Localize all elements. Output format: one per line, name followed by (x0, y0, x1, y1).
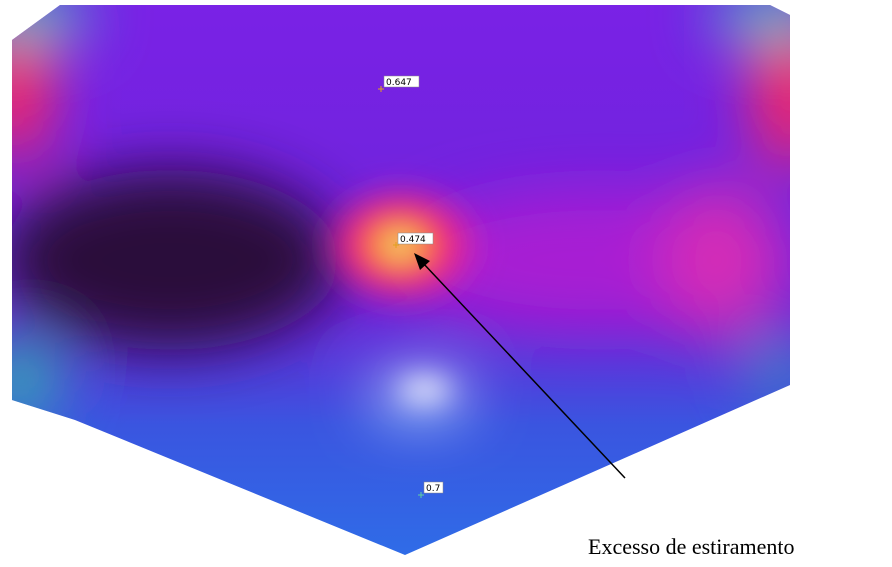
annotation: Excesso de estiramento (588, 534, 795, 559)
surface (0, 0, 892, 567)
screenshot: 0.647 0.474 0.7 Excesso de estiramento (0, 0, 892, 567)
probe-label: 0.647 (386, 78, 412, 88)
probe-label: 0.474 (400, 235, 426, 245)
probe-label: 0.7 (426, 484, 440, 494)
thickness-map: 0.647 0.474 0.7 Excesso de estiramento (0, 0, 892, 567)
